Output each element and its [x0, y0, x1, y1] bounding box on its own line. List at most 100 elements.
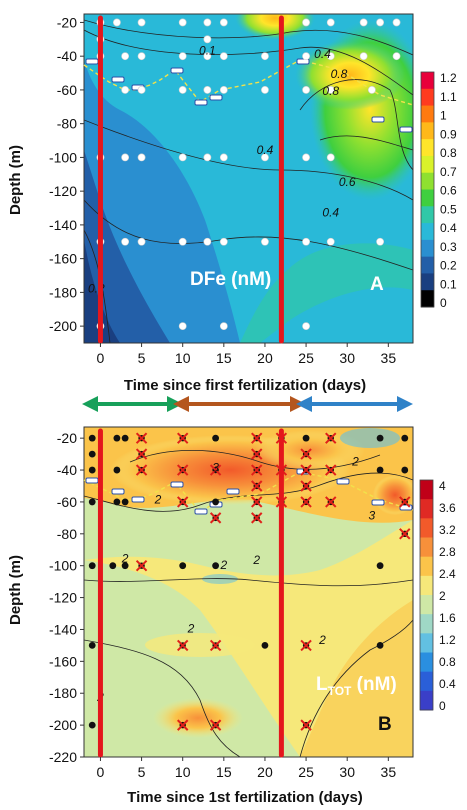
contour-label: 0.8 — [322, 84, 339, 98]
contour-label: 2 — [187, 622, 195, 636]
colorbar-label: 2.8 — [439, 545, 456, 559]
panel-a-letter: A — [370, 274, 384, 295]
colorbar-label: 0.4 — [440, 221, 457, 235]
sample-point — [326, 237, 335, 246]
crossed-sample-point — [209, 464, 222, 476]
x-tick-label: 35 — [381, 350, 397, 366]
y-tick-label: -160 — [49, 653, 77, 669]
sample-point — [261, 86, 269, 94]
sample-point — [326, 52, 335, 61]
colorbar-label: 0.8 — [439, 655, 456, 669]
crossed-sample-point — [135, 448, 148, 460]
panel-b-x-ticks: 0 5 10 15 20 25 30 35 — [97, 757, 397, 780]
sample-point — [113, 18, 121, 27]
sample-point — [178, 52, 187, 61]
cross-stroke — [251, 496, 263, 508]
crossed-sample-point — [176, 719, 189, 731]
contour-label: 2 — [351, 454, 359, 468]
cross-stroke — [209, 464, 222, 476]
mld-marker — [371, 499, 385, 506]
colorbar-segment — [420, 595, 433, 615]
x-tick-label: 0 — [97, 350, 105, 366]
x-tick-label: 0 — [97, 764, 105, 780]
crossed-sample-point — [251, 512, 263, 524]
colorbar-label: 3.6 — [439, 501, 456, 515]
panel-a-x-ticks: 0 5 10 15 20 25 30 35 — [97, 343, 397, 366]
mld-marker — [371, 116, 385, 123]
panel-b: 2 3 2 3 2 2 2 2 2 2 0 5 10 15 20 25 30 35 -20 -40 -60 -80 -1… — [7, 426, 456, 806]
cross-stroke — [176, 496, 189, 508]
colorbar-segment — [421, 239, 434, 258]
sample-point — [401, 434, 409, 442]
crossed-sample-point — [300, 480, 312, 492]
crossed-sample-point — [251, 448, 263, 460]
colorbar-segment — [420, 652, 433, 673]
sample-point — [302, 86, 310, 94]
x-tick-label: 30 — [339, 764, 355, 780]
colorbar-label: 4 — [439, 479, 446, 493]
crossed-sample-point — [209, 639, 222, 652]
crossed-sample-point — [135, 432, 148, 444]
colorbar-segment — [421, 172, 434, 190]
panel-a-xlabel: Time since first fertilization (days) — [124, 377, 366, 394]
cross-stroke — [300, 496, 312, 508]
x-tick-label: 35 — [381, 764, 397, 780]
sample-point — [392, 18, 401, 27]
sample-point — [178, 18, 187, 27]
sample-point — [302, 18, 310, 27]
colorbar-label: 0.8 — [440, 146, 457, 160]
crossed-sample-point — [176, 432, 189, 444]
colorbar-frame — [420, 71, 435, 308]
cross-stroke — [209, 639, 222, 652]
crossed-sample-point — [251, 496, 263, 508]
sample-point — [359, 18, 368, 27]
cross-stroke — [300, 464, 312, 476]
crossed-sample-point — [209, 719, 222, 731]
y-tick-label: -20 — [57, 430, 77, 446]
x-tick-label: 15 — [216, 350, 232, 366]
panel-b-ylabel: Depth (m) — [7, 555, 24, 625]
contour-label: 0.4 — [257, 143, 274, 157]
colorbar-segment — [421, 139, 434, 157]
cross-stroke — [399, 496, 411, 508]
contour-label: 2 — [252, 553, 260, 567]
crossed-sample-point — [300, 448, 312, 460]
colorbar-segment — [420, 499, 433, 519]
crossed-sample-point — [399, 528, 411, 540]
colorbar-segment — [420, 575, 433, 596]
sample-point — [302, 153, 310, 162]
y-tick-label: -160 — [49, 251, 77, 267]
colorbar-segment — [421, 155, 434, 174]
colorbar-segment — [420, 537, 433, 558]
panel-a: 0.1 0.40.80.80.40.60.40.2 0 5 10 15 20 25 30 35 … — [7, 13, 457, 394]
crossed-sample-point — [325, 432, 337, 444]
colorbar-segment — [420, 556, 433, 577]
sample-point — [261, 52, 269, 61]
colorbar-label: 0.4 — [439, 677, 456, 691]
sample-point — [121, 52, 130, 61]
colorbar-segment — [421, 122, 434, 140]
cross-stroke — [209, 719, 222, 731]
cross-stroke — [325, 464, 337, 476]
sample-point — [178, 86, 187, 94]
mld-marker — [85, 58, 99, 65]
mld-marker — [209, 94, 223, 101]
y-tick-label: -60 — [57, 82, 77, 98]
colorbar-label: 0.9 — [440, 127, 457, 141]
sample-point — [326, 153, 335, 162]
sample-point — [178, 237, 187, 246]
y-tick-label: -180 — [49, 685, 77, 701]
x-tick-label: 25 — [298, 764, 314, 780]
cross-stroke — [300, 480, 312, 492]
colorbar-segment — [420, 671, 433, 692]
crossed-sample-point — [251, 464, 263, 476]
y-tick-label: -200 — [49, 318, 77, 334]
cross-stroke — [135, 432, 148, 444]
sample-point — [302, 52, 310, 61]
panel-b-xlabel: Time since 1st fertilization (days) — [127, 789, 363, 806]
x-tick-label: 15 — [216, 764, 232, 780]
colorbar-segment — [420, 480, 433, 500]
x-tick-label: 10 — [175, 350, 191, 366]
y-tick-label: -140 — [49, 217, 77, 233]
x-tick-label: 5 — [138, 350, 146, 366]
